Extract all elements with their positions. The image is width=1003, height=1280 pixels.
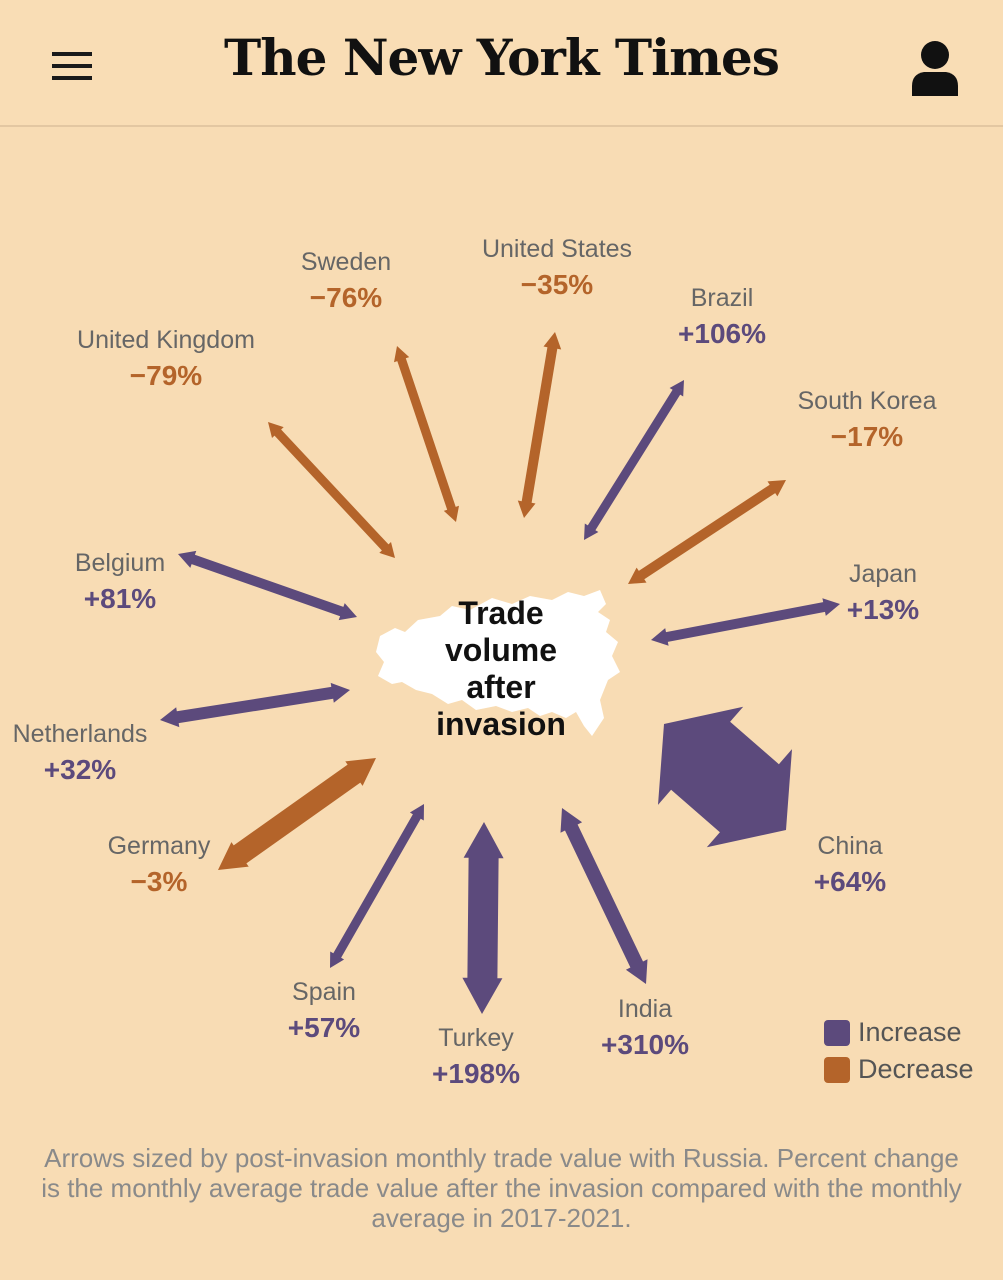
country-name-brazil: Brazil — [691, 284, 754, 312]
country-change-india: +310% — [601, 1029, 689, 1060]
legend-swatch-decrease — [824, 1056, 850, 1083]
arrow-south-korea — [628, 480, 786, 584]
country-name-germany: Germany — [108, 832, 211, 860]
country-name-united-states: United States — [482, 235, 632, 263]
country-change-china: +64% — [814, 866, 886, 897]
country-change-united-kingdom: −79% — [130, 360, 202, 391]
country-change-brazil: +106% — [678, 318, 766, 349]
legend-label-decrease: Decrease — [858, 1054, 974, 1084]
legend-item-increase: Increase — [824, 1014, 974, 1051]
arrow-spain — [330, 804, 424, 968]
country-name-south-korea: South Korea — [798, 387, 937, 415]
russia-map-shape — [376, 590, 620, 736]
arrow-brazil — [584, 380, 684, 540]
hamburger-menu-icon[interactable] — [52, 52, 92, 82]
account-icon[interactable] — [908, 40, 962, 96]
arrow-united-kingdom — [268, 422, 395, 558]
country-change-spain: +57% — [288, 1012, 360, 1043]
country-change-turkey: +198% — [432, 1058, 520, 1089]
arrow-germany — [218, 758, 376, 870]
legend-item-decrease: Decrease — [824, 1051, 974, 1088]
country-name-netherlands: Netherlands — [13, 720, 148, 748]
center-label-line-1: Trade — [458, 595, 543, 631]
site-logo[interactable]: The New York Times — [224, 28, 780, 87]
country-name-belgium: Belgium — [75, 549, 165, 577]
country-change-united-states: −35% — [521, 269, 593, 300]
center-label-line-3: after — [466, 669, 535, 705]
country-change-germany: −3% — [131, 866, 188, 897]
arrow-india — [560, 808, 648, 984]
trade-chart: Sweden −76% United States −35% Brazil +106% Un… — [0, 128, 1003, 1280]
country-change-belgium: +81% — [84, 583, 156, 614]
country-change-sweden: −76% — [310, 282, 382, 313]
arrow-china — [658, 706, 792, 848]
country-name-sweden: Sweden — [301, 248, 391, 276]
country-name-china: China — [817, 832, 882, 860]
country-name-india: India — [618, 995, 672, 1023]
arrow-japan — [651, 598, 840, 646]
center-label-line-4: invasion — [436, 706, 566, 742]
legend: Increase Decrease — [824, 1014, 974, 1088]
center-label-line-2: volume — [445, 632, 557, 668]
country-name-united-kingdom: United Kingdom — [77, 326, 255, 354]
arrow-belgium — [178, 550, 357, 621]
country-name-japan: Japan — [849, 560, 917, 588]
legend-swatch-increase — [824, 1019, 850, 1046]
country-change-south-korea: −17% — [831, 421, 903, 452]
arrow-united-states — [517, 332, 562, 518]
site-header: The New York Times — [0, 0, 1003, 127]
legend-label-increase: Increase — [858, 1017, 962, 1047]
country-name-turkey: Turkey — [438, 1024, 514, 1052]
chart-footnote: Arrows sized by post-invasion monthly tr… — [41, 1143, 962, 1233]
country-change-japan: +13% — [847, 594, 919, 625]
country-name-spain: Spain — [292, 978, 356, 1006]
arrow-netherlands — [160, 682, 350, 728]
country-change-netherlands: +32% — [44, 754, 116, 785]
trade-arrows-diagram: Sweden −76% United States −35% Brazil +106% Un… — [13, 235, 937, 1089]
arrow-sweden — [394, 346, 459, 522]
arrow-turkey — [462, 822, 504, 1014]
